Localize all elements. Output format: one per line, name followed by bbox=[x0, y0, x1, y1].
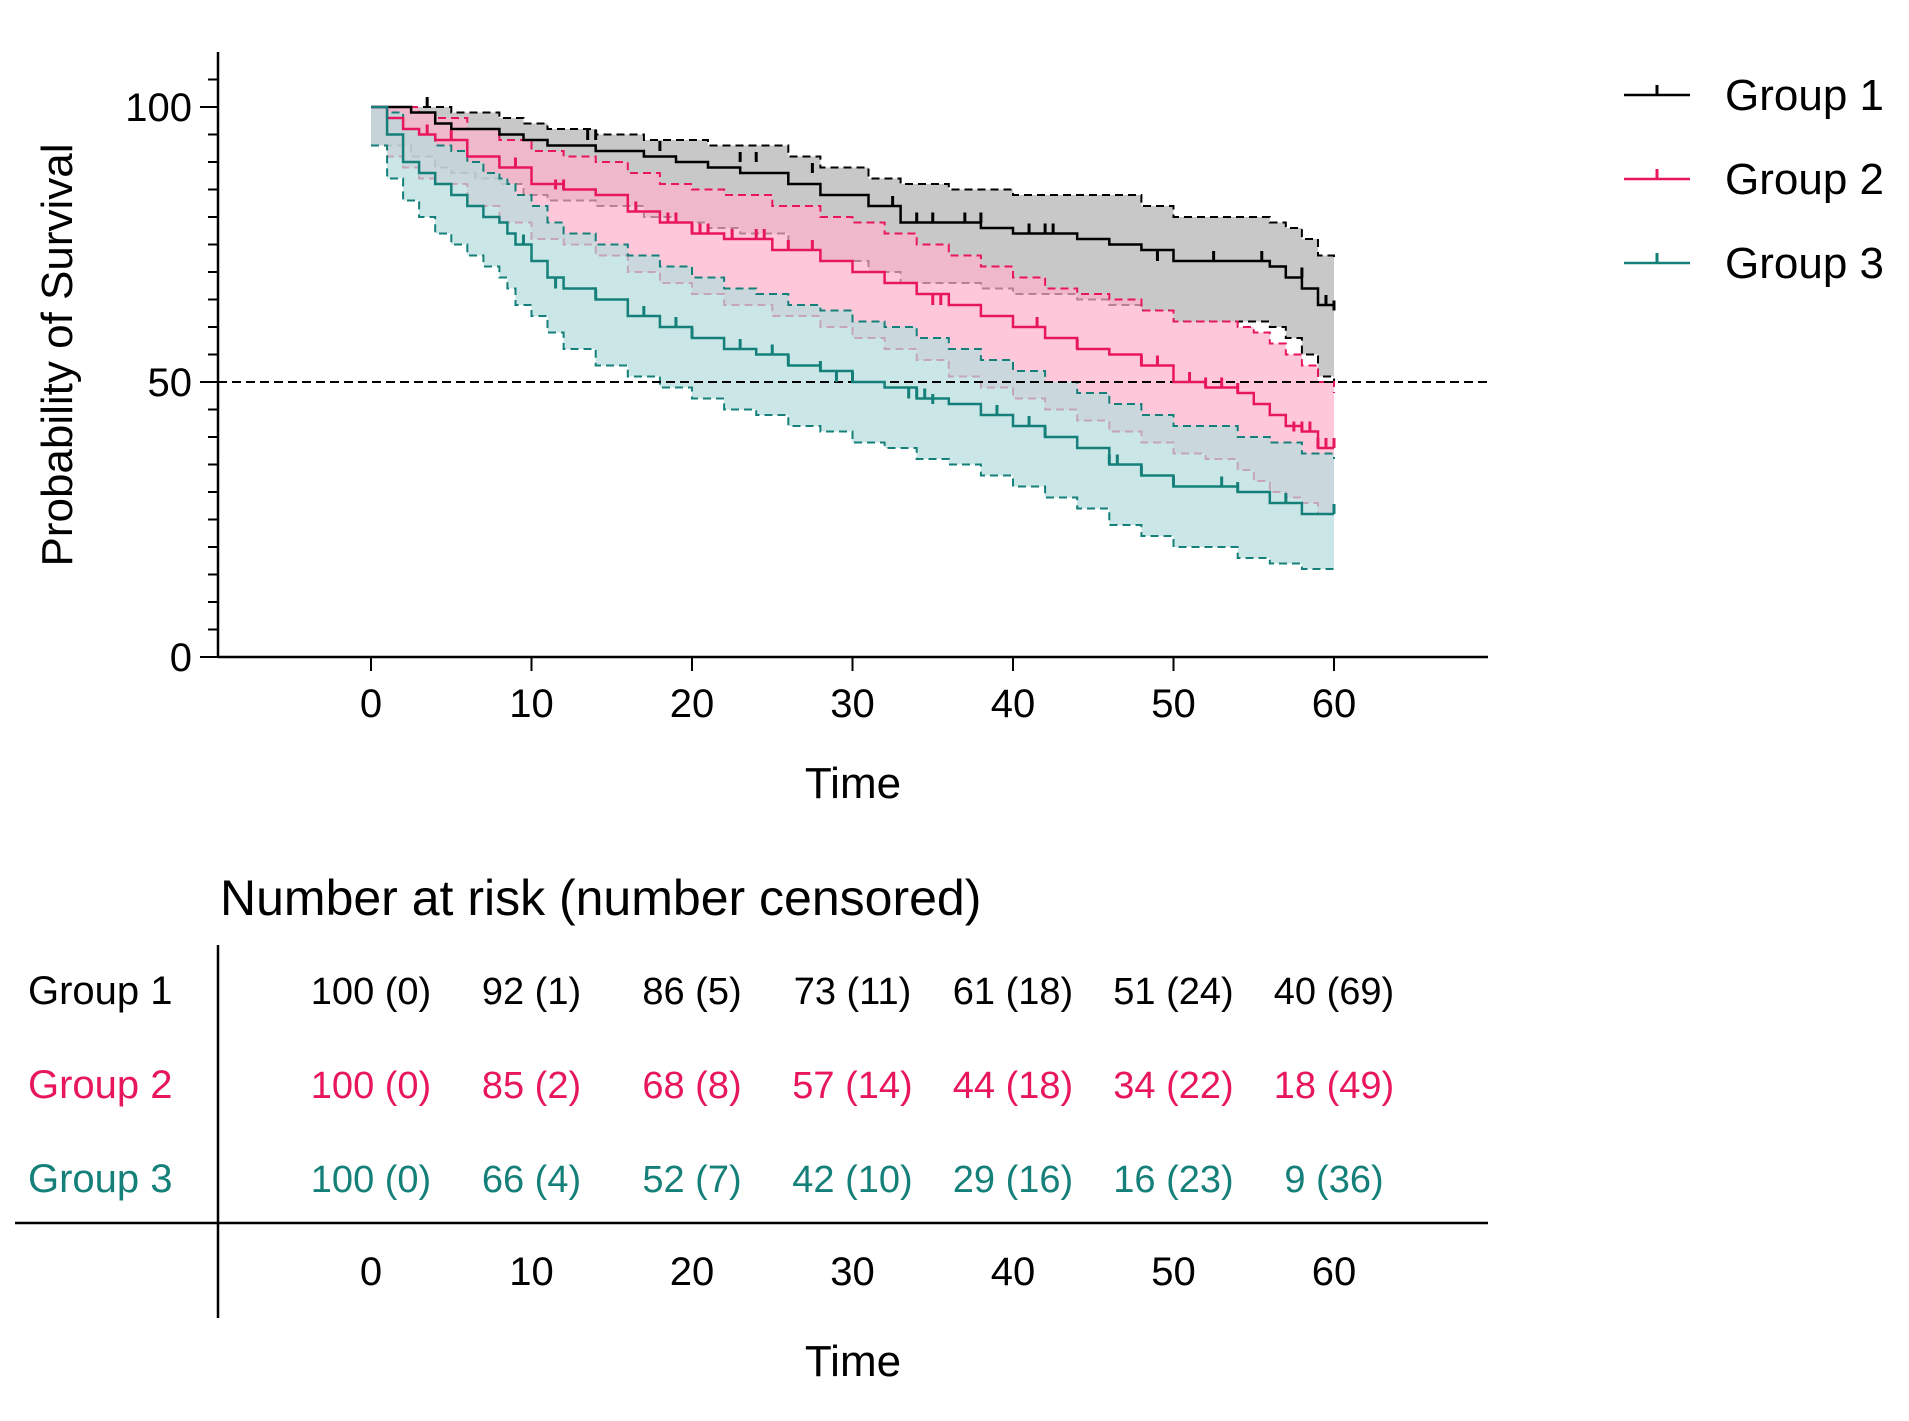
upper-bound-group-1 bbox=[371, 106, 1335, 261]
legend-label-group-3: Group 3 bbox=[1725, 239, 1884, 288]
x-tick-label: 10 bbox=[509, 682, 554, 726]
table-body: Group 1 100 (0) 92 (1) 86 (5) 73 (11) 61 (18)… bbox=[15, 945, 1488, 1318]
table-cell: 61 (18) bbox=[953, 971, 1073, 1013]
table-column-label: 10 bbox=[509, 1250, 554, 1294]
lower-bound-group-3 bbox=[371, 144, 1334, 570]
table-cell: 92 (1) bbox=[482, 971, 581, 1013]
table-cell: 66 (4) bbox=[482, 1159, 581, 1201]
table-cell: 100 (0) bbox=[311, 971, 431, 1013]
x-tick-label: 0 bbox=[360, 682, 382, 726]
survival-plot bbox=[218, 97, 1488, 570]
table-cell: 44 (18) bbox=[953, 1065, 1073, 1107]
table-column-label: 30 bbox=[830, 1250, 875, 1294]
legend: Group 1 Group 2 Group 3 bbox=[1624, 71, 1884, 288]
confidence-band-group-3 bbox=[371, 107, 1334, 569]
table-row-label-group-2: Group 2 bbox=[28, 1063, 173, 1107]
y-axis-label: Probability of Survival bbox=[33, 143, 82, 566]
upper-bound-group-3 bbox=[371, 106, 1335, 459]
x-tick-label: 60 bbox=[1312, 682, 1357, 726]
x-tick-label: 20 bbox=[670, 682, 715, 726]
censor-marks bbox=[425, 97, 1336, 514]
table-cell: 42 (10) bbox=[792, 1159, 912, 1201]
y-tick-label: 50 bbox=[148, 361, 193, 405]
confidence-bands bbox=[371, 106, 1335, 570]
table-cell: 73 (11) bbox=[794, 971, 912, 1013]
table-title: Number at risk (number censored) bbox=[220, 870, 981, 926]
x-tick-label: 30 bbox=[830, 682, 875, 726]
table-cell: 51 (24) bbox=[1113, 971, 1233, 1013]
table-column-label: 40 bbox=[991, 1250, 1036, 1294]
table-cell: 18 (49) bbox=[1274, 1065, 1394, 1107]
x-tick-label: 40 bbox=[991, 682, 1036, 726]
table-cell: 100 (0) bbox=[311, 1065, 431, 1107]
table-cell: 9 (36) bbox=[1284, 1159, 1383, 1201]
table-cell: 52 (7) bbox=[642, 1159, 741, 1201]
table-column-label: 0 bbox=[360, 1250, 382, 1294]
table-row-label-group-3: Group 3 bbox=[28, 1157, 173, 1201]
table-cell: 29 (16) bbox=[953, 1159, 1073, 1201]
legend-label-group-1: Group 1 bbox=[1725, 71, 1884, 120]
table-cell: 100 (0) bbox=[311, 1159, 431, 1201]
x-axis-label: Time bbox=[805, 759, 901, 808]
table-column-label: 50 bbox=[1151, 1250, 1196, 1294]
table-cell: 57 (14) bbox=[792, 1065, 912, 1107]
table-column-label: 60 bbox=[1312, 1250, 1357, 1294]
table-cell: 85 (2) bbox=[482, 1065, 581, 1107]
table-cell: 40 (69) bbox=[1274, 971, 1394, 1013]
table-cell: 86 (5) bbox=[642, 971, 741, 1013]
y-tick-label: 0 bbox=[170, 636, 192, 680]
table-cell: 34 (22) bbox=[1113, 1065, 1233, 1107]
table-cell: 68 (8) bbox=[642, 1065, 741, 1107]
table-column-label: 20 bbox=[670, 1250, 715, 1294]
plot-axes: 0 50 100 0 10 20 30 40 50 60 bbox=[125, 52, 1488, 726]
number-at-risk-table: Number at risk (number censored) Group 1… bbox=[15, 870, 1488, 1386]
table-row-label-group-1: Group 1 bbox=[28, 969, 173, 1013]
table-x-axis-label: Time bbox=[805, 1337, 901, 1386]
legend-label-group-2: Group 2 bbox=[1725, 155, 1884, 204]
table-cell: 16 (23) bbox=[1113, 1159, 1233, 1201]
y-tick-label: 100 bbox=[125, 86, 192, 130]
survival-curve-group-1 bbox=[371, 105, 1336, 311]
x-tick-label: 50 bbox=[1151, 682, 1196, 726]
